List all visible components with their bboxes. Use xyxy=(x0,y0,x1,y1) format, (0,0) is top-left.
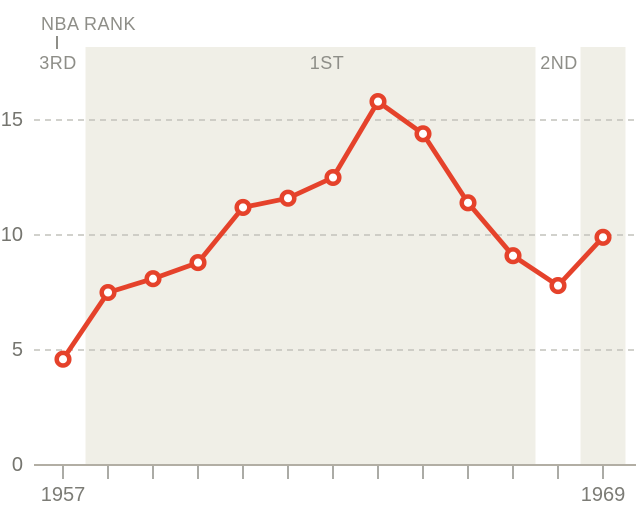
x-axis-label-1969: 1969 xyxy=(580,484,626,506)
rank-period-band xyxy=(85,47,536,465)
data-point-1961 xyxy=(234,198,252,216)
data-point-1957 xyxy=(54,350,72,368)
data-point-1963 xyxy=(324,168,342,187)
data-point-1958 xyxy=(99,283,117,302)
data-point-1959 xyxy=(144,270,162,288)
data-point-1967 xyxy=(504,247,522,265)
data-point-1969 xyxy=(594,228,612,246)
y-axis-label-5: 5 xyxy=(11,339,23,361)
y-axis-label-0: 0 xyxy=(11,454,23,476)
data-point-1960 xyxy=(189,254,207,272)
y-axis-label-10: 10 xyxy=(0,224,23,246)
data-point-1962 xyxy=(279,189,297,207)
y-axis-label-15: 15 xyxy=(0,109,23,131)
x-axis-label-1957: 1957 xyxy=(40,484,86,506)
data-point-1966 xyxy=(459,194,477,212)
rank-label-3rd: 3RD xyxy=(39,53,77,73)
data-point-1968 xyxy=(549,277,567,295)
rank-label-2nd: 2ND xyxy=(540,53,578,73)
nba-rank-annotation-title: NBA RANK xyxy=(41,14,137,34)
annotation-connector-line xyxy=(56,36,58,49)
rank-label-1st: 1ST xyxy=(309,53,345,73)
data-point-1964 xyxy=(369,93,387,111)
data-point-1965 xyxy=(414,125,432,143)
